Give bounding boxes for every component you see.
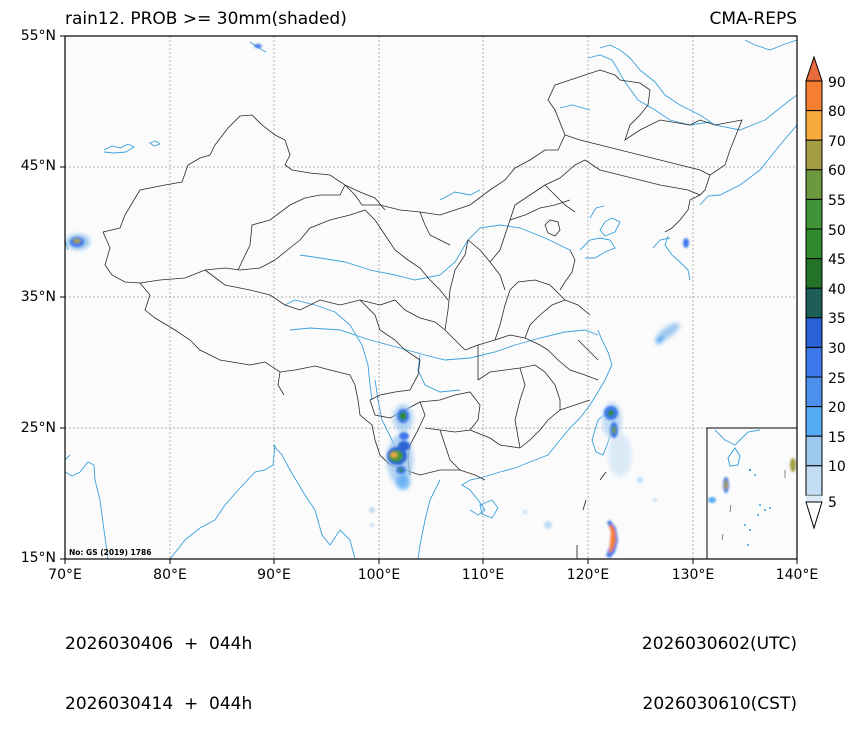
colorbar-label-30: 30 <box>828 341 846 357</box>
colorbar-label-60: 60 <box>828 163 846 179</box>
init-time-block: 2026030406 + 044h 2026030414 + 044h <box>65 594 252 734</box>
chart-title: rain12. PROB >= 30mm(shaded) <box>65 9 347 29</box>
y-tick-15n: 15°N <box>20 550 56 566</box>
map-review-number: No: GS (2019) 1786 <box>69 548 152 557</box>
colorbar-label-45: 45 <box>828 252 846 268</box>
x-tick-130e: 130°E <box>671 567 715 583</box>
y-tick-45n: 45°N <box>20 158 56 174</box>
colorbar-label-70: 70 <box>828 134 846 150</box>
x-tick-90e: 90°E <box>257 567 291 583</box>
y-tick-55n: 55°N <box>20 28 56 44</box>
init-time-utc: 2026030406 + 044h <box>65 634 253 654</box>
valid-time-block: 2026030602(UTC) 2026030610(CST) <box>642 594 797 734</box>
x-tick-80e: 80°E <box>153 567 187 583</box>
x-tick-70e: 70°E <box>48 567 82 583</box>
colorbar-label-10: 10 <box>828 459 846 475</box>
inset-south-china-sea <box>706 427 797 559</box>
colorbar-label-55: 55 <box>828 193 846 209</box>
colorbar-label-40: 40 <box>828 282 846 298</box>
plot-background <box>65 36 797 559</box>
valid-time-utc: 2026030602(UTC) <box>641 634 797 654</box>
init-time-cst: 2026030414 + 044h <box>65 694 253 714</box>
colorbar-label-80: 80 <box>828 104 846 120</box>
colorbar-label-15: 15 <box>828 430 846 446</box>
x-tick-120e: 120°E <box>566 567 610 583</box>
map-canvas <box>60 35 823 564</box>
colorbar-label-5: 5 <box>828 495 837 511</box>
colorbar-label-20: 20 <box>828 400 846 416</box>
precip-shading <box>66 44 689 558</box>
x-tick-140e: 140°E <box>775 567 819 583</box>
track-marks <box>576 471 607 559</box>
colorbar-label-35: 35 <box>828 311 846 327</box>
y-tick-35n: 35°N <box>20 289 56 305</box>
coastlines-rivers <box>65 39 797 559</box>
colorbar-label-90: 90 <box>828 75 846 91</box>
x-tick-100e: 100°E <box>357 567 401 583</box>
model-name: CMA-REPS <box>709 9 797 29</box>
tick-marks <box>60 35 798 564</box>
x-tick-110e: 110°E <box>461 567 505 583</box>
y-tick-25n: 25°N <box>20 420 56 436</box>
colorbar <box>805 55 823 530</box>
colorbar-label-50: 50 <box>828 223 846 239</box>
valid-time-cst: 2026030610(CST) <box>642 694 797 714</box>
colorbar-label-25: 25 <box>828 371 846 387</box>
